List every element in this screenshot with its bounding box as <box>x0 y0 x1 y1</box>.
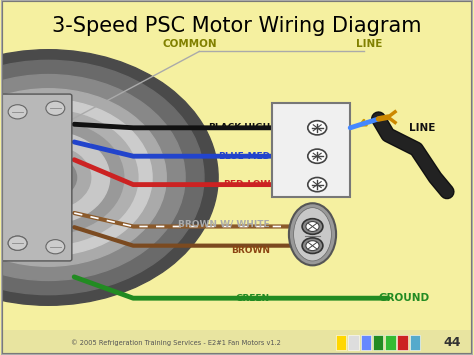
Text: LINE: LINE <box>409 123 436 133</box>
Circle shape <box>306 241 319 251</box>
Ellipse shape <box>293 208 331 261</box>
Circle shape <box>308 149 327 163</box>
Text: 44: 44 <box>444 336 461 349</box>
Text: RED-LOW: RED-LOW <box>223 180 270 189</box>
FancyBboxPatch shape <box>385 335 395 350</box>
Circle shape <box>8 236 27 250</box>
Text: BLUE-MED: BLUE-MED <box>218 152 270 161</box>
Text: GREEN: GREEN <box>236 294 270 303</box>
Circle shape <box>0 60 204 295</box>
FancyBboxPatch shape <box>361 335 371 350</box>
Circle shape <box>6 146 91 209</box>
Text: © 2005 Refrigeration Training Services - E2#1 Fan Motors v1.2: © 2005 Refrigeration Training Services -… <box>71 339 281 346</box>
Circle shape <box>302 238 323 253</box>
Text: BROWN W/ WHITE: BROWN W/ WHITE <box>178 220 270 229</box>
Circle shape <box>306 222 319 231</box>
FancyBboxPatch shape <box>348 335 359 350</box>
Text: BLACK-HIGH: BLACK-HIGH <box>208 123 270 132</box>
FancyBboxPatch shape <box>397 335 408 350</box>
Circle shape <box>34 167 63 188</box>
Circle shape <box>0 99 152 256</box>
Text: BROWN: BROWN <box>231 246 270 255</box>
Text: COMMON: COMMON <box>163 39 217 49</box>
Circle shape <box>0 131 109 224</box>
Circle shape <box>0 50 218 305</box>
FancyBboxPatch shape <box>336 335 346 350</box>
Circle shape <box>0 121 124 234</box>
Circle shape <box>46 240 65 254</box>
Circle shape <box>308 121 327 135</box>
FancyBboxPatch shape <box>273 103 350 197</box>
Circle shape <box>0 110 138 245</box>
Circle shape <box>8 236 27 250</box>
Circle shape <box>0 89 166 266</box>
Circle shape <box>20 156 77 199</box>
Circle shape <box>0 75 185 280</box>
FancyBboxPatch shape <box>0 94 72 261</box>
FancyBboxPatch shape <box>410 335 420 350</box>
Text: 3-Speed PSC Motor Wiring Diagram: 3-Speed PSC Motor Wiring Diagram <box>52 16 422 36</box>
Text: LINE: LINE <box>356 39 383 49</box>
Circle shape <box>8 105 27 119</box>
Ellipse shape <box>289 203 336 266</box>
Text: GROUND: GROUND <box>379 293 429 303</box>
Circle shape <box>46 101 65 115</box>
Circle shape <box>308 178 327 192</box>
Circle shape <box>302 219 323 234</box>
FancyBboxPatch shape <box>373 335 383 350</box>
FancyBboxPatch shape <box>1 330 473 355</box>
